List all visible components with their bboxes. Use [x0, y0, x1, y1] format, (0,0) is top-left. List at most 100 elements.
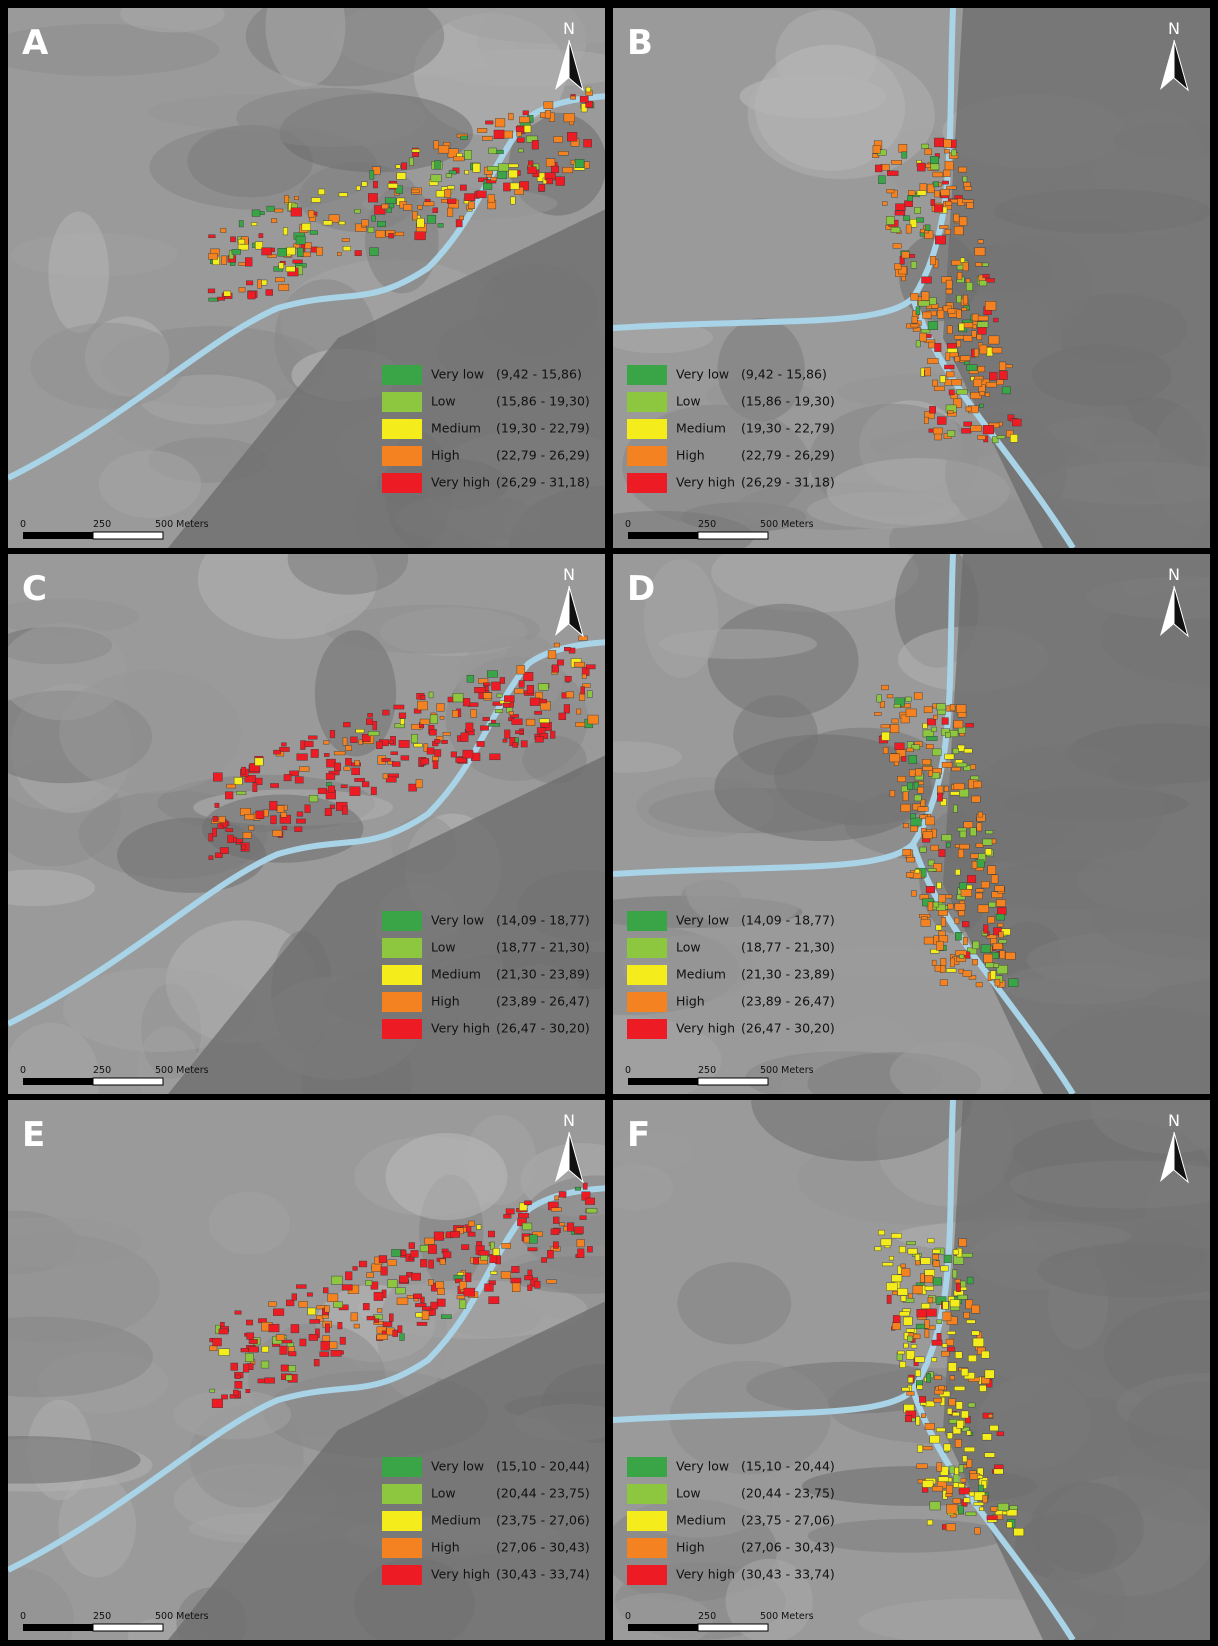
- building: [902, 252, 909, 258]
- building: [511, 1278, 521, 1283]
- legend-range: (21,30 - 23,89): [496, 967, 590, 982]
- building: [890, 724, 899, 732]
- legend-range: (19,30 - 22,79): [496, 421, 590, 436]
- building: [433, 761, 438, 769]
- building: [934, 191, 939, 197]
- building: [955, 356, 960, 361]
- building: [282, 826, 287, 830]
- building: [928, 868, 936, 871]
- legend-range: (27,06 - 30,43): [741, 1540, 835, 1555]
- building: [438, 223, 443, 227]
- building: [978, 905, 989, 913]
- building: [308, 210, 314, 217]
- building: [453, 157, 464, 161]
- building: [886, 1283, 897, 1291]
- building: [249, 1339, 258, 1343]
- building: [941, 1266, 949, 1271]
- building: [489, 1297, 499, 1304]
- building: [323, 1288, 328, 1293]
- building: [974, 1502, 984, 1505]
- building: [395, 232, 404, 236]
- building: [524, 125, 531, 132]
- building: [911, 261, 917, 268]
- building: [952, 767, 961, 771]
- building: [372, 216, 376, 221]
- building: [489, 723, 500, 726]
- building: [373, 721, 377, 730]
- building: [269, 801, 277, 810]
- building: [297, 812, 303, 817]
- scale-bar: [628, 1078, 698, 1085]
- building: [906, 709, 916, 717]
- building: [399, 713, 406, 718]
- building: [210, 1346, 217, 1351]
- building: [1005, 952, 1015, 959]
- building: [921, 144, 928, 148]
- building: [948, 904, 954, 909]
- building: [440, 1259, 445, 1265]
- building: [985, 393, 990, 397]
- building: [960, 258, 964, 263]
- building: [981, 1351, 989, 1358]
- legend-range: (26,29 - 31,18): [741, 475, 835, 490]
- building: [914, 795, 921, 801]
- building: [910, 826, 917, 832]
- panel-label: A: [22, 23, 49, 63]
- building: [916, 1417, 920, 1426]
- building: [489, 148, 497, 154]
- building: [308, 1308, 316, 1315]
- building: [321, 1341, 330, 1350]
- building: [547, 1250, 553, 1258]
- building: [421, 758, 429, 764]
- building: [343, 246, 351, 251]
- building: [567, 1223, 574, 1232]
- building: [920, 333, 927, 341]
- building: [230, 237, 235, 242]
- building: [913, 1286, 922, 1294]
- building: [301, 741, 306, 750]
- building: [501, 1272, 511, 1279]
- legend-range: (15,10 - 20,44): [741, 1459, 835, 1474]
- legend-swatch: [627, 1511, 667, 1531]
- building: [923, 312, 931, 318]
- building: [981, 945, 991, 953]
- building: [528, 1248, 537, 1251]
- building: [417, 1322, 427, 1325]
- building: [436, 1282, 444, 1289]
- building: [294, 196, 298, 200]
- terrain-patch: [748, 51, 935, 179]
- building: [242, 767, 246, 774]
- building: [460, 185, 466, 191]
- scale-bar: [93, 1078, 163, 1085]
- building: [960, 356, 970, 361]
- building: [367, 1273, 374, 1278]
- building: [959, 1239, 967, 1247]
- building: [566, 692, 574, 698]
- building: [425, 1238, 435, 1244]
- building: [308, 736, 317, 739]
- building: [940, 966, 945, 973]
- building: [881, 685, 888, 690]
- building: [946, 353, 950, 361]
- building: [279, 284, 289, 290]
- building: [534, 711, 541, 714]
- building: [937, 793, 942, 801]
- building: [377, 221, 385, 226]
- building: [237, 791, 246, 795]
- building: [917, 1464, 928, 1469]
- building: [926, 164, 932, 168]
- building: [939, 225, 948, 228]
- building: [415, 232, 426, 240]
- building: [445, 189, 451, 197]
- building: [429, 1260, 434, 1268]
- building: [434, 739, 440, 743]
- building: [921, 1414, 925, 1418]
- building: [502, 1243, 511, 1248]
- building: [560, 1223, 565, 1226]
- building: [907, 1392, 915, 1396]
- building: [952, 1412, 959, 1416]
- building: [417, 218, 424, 227]
- building: [887, 171, 898, 176]
- building: [271, 219, 276, 223]
- building: [451, 1231, 460, 1237]
